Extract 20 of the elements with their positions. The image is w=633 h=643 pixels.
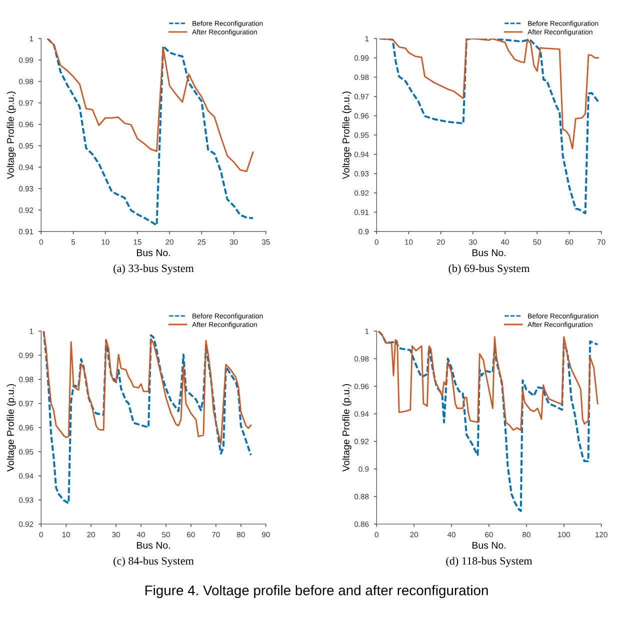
- y-axis-title: Voltage Profile (p.u.): [6, 384, 16, 472]
- line-series: [379, 38, 599, 150]
- text: (c) 84-bus System: [114, 556, 194, 567]
- y-axis-title: Voltage Profile (p.u.): [342, 92, 352, 180]
- y-axis-title: Voltage Profile (p.u.): [6, 92, 16, 180]
- line-series: [378, 331, 598, 431]
- x-axis-title: Bus No.: [137, 542, 170, 549]
- line-series: [46, 38, 254, 172]
- text: (d) 118-bus System: [446, 556, 532, 567]
- line-series: [46, 38, 254, 226]
- line-series: [42, 331, 252, 445]
- line-series: [378, 331, 599, 512]
- line-series: [42, 331, 252, 504]
- caption: Figure 4. Voltage profile before and after reconfiguration: [145, 585, 488, 598]
- x-axis-title: Bus No.: [472, 249, 506, 256]
- x-axis-title: Bus No.: [472, 542, 506, 549]
- text: (a) 33-bus System: [114, 264, 194, 274]
- y-axis-title: Voltage Profile (p.u.): [342, 384, 352, 472]
- text: (b) 69-bus System: [448, 264, 530, 274]
- x-axis-title: Bus No.: [137, 249, 170, 256]
